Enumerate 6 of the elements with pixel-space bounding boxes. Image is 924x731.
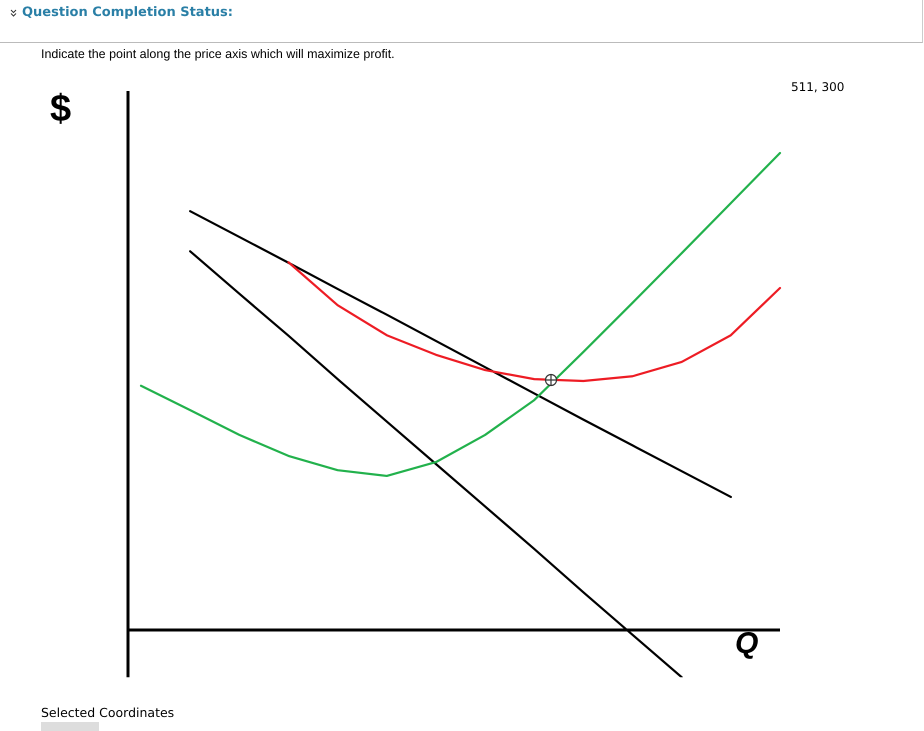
text: Selected Coordinates [41,705,174,720]
text: 511, 300 [791,80,844,94]
y-axis-title: $ [50,88,72,131]
x-axis-title: Q [735,627,758,661]
text: Question Completion Status: [22,5,233,20]
chart-title: Indicate the point along the price axis which will maximize profit. [41,47,395,61]
